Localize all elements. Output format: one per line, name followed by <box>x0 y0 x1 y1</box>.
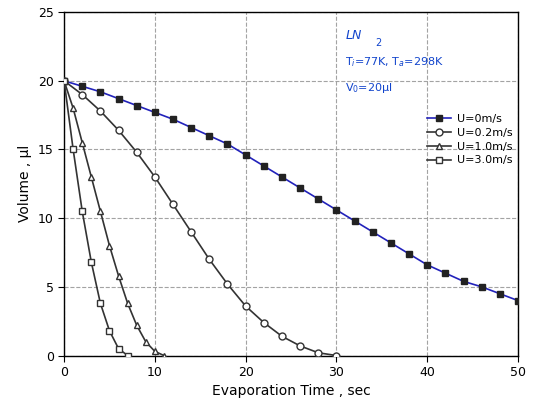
U=0m/s <box>134 103 140 108</box>
Legend: U=0m/s, U=0.2m/s, U=1.0m/s, U=3.0m/s: U=0m/s, U=0.2m/s, U=1.0m/s, U=3.0m/s <box>427 114 513 166</box>
U=3.0m/s <box>88 260 95 265</box>
U=0m/s <box>206 133 213 138</box>
U=1.0m/s <box>124 301 131 306</box>
U=0.2m/s <box>134 150 140 155</box>
U=1.0m/s <box>97 209 104 214</box>
U=3.0m/s <box>124 353 131 358</box>
Text: T$_i$=77K, T$_a$=298K: T$_i$=77K, T$_a$=298K <box>345 55 444 69</box>
U=0m/s <box>297 185 303 190</box>
U=0m/s <box>497 291 503 296</box>
X-axis label: Evaporation Time , sec: Evaporation Time , sec <box>211 385 371 398</box>
U=0m/s <box>460 279 467 284</box>
U=0m/s <box>97 89 104 94</box>
U=1.0m/s <box>134 323 140 328</box>
U=0m/s <box>442 271 449 276</box>
U=0m/s <box>478 284 485 289</box>
Y-axis label: Volume , μl: Volume , μl <box>18 145 32 223</box>
U=1.0m/s <box>61 78 67 83</box>
U=0m/s <box>333 208 340 213</box>
U=1.0m/s <box>152 349 158 354</box>
U=1.0m/s <box>88 175 95 179</box>
U=0m/s <box>61 78 67 83</box>
U=1.0m/s <box>143 339 149 344</box>
U=0m/s <box>406 251 412 256</box>
U=0.2m/s <box>79 92 85 97</box>
Line: U=0.2m/s: U=0.2m/s <box>60 77 340 359</box>
U=1.0m/s <box>79 140 85 145</box>
U=0m/s <box>370 229 376 234</box>
U=3.0m/s <box>106 328 113 333</box>
Line: U=3.0m/s: U=3.0m/s <box>60 77 131 359</box>
U=0m/s <box>242 153 249 158</box>
U=0m/s <box>188 125 194 130</box>
U=0.2m/s <box>242 304 249 309</box>
U=0m/s <box>388 240 394 245</box>
U=0m/s <box>152 110 158 115</box>
Text: 2: 2 <box>375 38 381 48</box>
U=0m/s <box>170 117 176 122</box>
U=1.0m/s <box>70 106 76 111</box>
U=0m/s <box>315 196 321 201</box>
U=3.0m/s <box>97 301 104 306</box>
U=0.2m/s <box>152 175 158 179</box>
U=0.2m/s <box>188 229 194 234</box>
U=0m/s <box>515 298 521 303</box>
U=0m/s <box>424 263 430 267</box>
U=1.0m/s <box>106 243 113 248</box>
U=0.2m/s <box>297 343 303 348</box>
U=0m/s <box>279 175 285 179</box>
U=1.0m/s <box>115 274 122 278</box>
U=0m/s <box>224 141 231 146</box>
U=3.0m/s <box>79 209 85 214</box>
U=3.0m/s <box>115 346 122 351</box>
U=0m/s <box>115 96 122 101</box>
U=0.2m/s <box>224 282 231 286</box>
U=0.2m/s <box>333 353 340 358</box>
U=0m/s <box>261 164 267 168</box>
U=0m/s <box>79 84 85 89</box>
U=0.2m/s <box>97 109 104 114</box>
Text: LN: LN <box>345 29 362 42</box>
Line: U=0m/s: U=0m/s <box>60 77 522 304</box>
U=0.2m/s <box>261 320 267 325</box>
U=0.2m/s <box>315 350 321 355</box>
U=0m/s <box>351 219 358 223</box>
U=3.0m/s <box>70 147 76 152</box>
U=0.2m/s <box>206 257 213 262</box>
U=0.2m/s <box>61 78 67 83</box>
U=1.0m/s <box>161 353 167 358</box>
U=3.0m/s <box>61 78 67 83</box>
Text: V$_0$=20μl: V$_0$=20μl <box>345 81 393 95</box>
U=0.2m/s <box>115 128 122 133</box>
U=0.2m/s <box>170 202 176 207</box>
U=0.2m/s <box>279 334 285 339</box>
Line: U=1.0m/s: U=1.0m/s <box>60 77 168 359</box>
